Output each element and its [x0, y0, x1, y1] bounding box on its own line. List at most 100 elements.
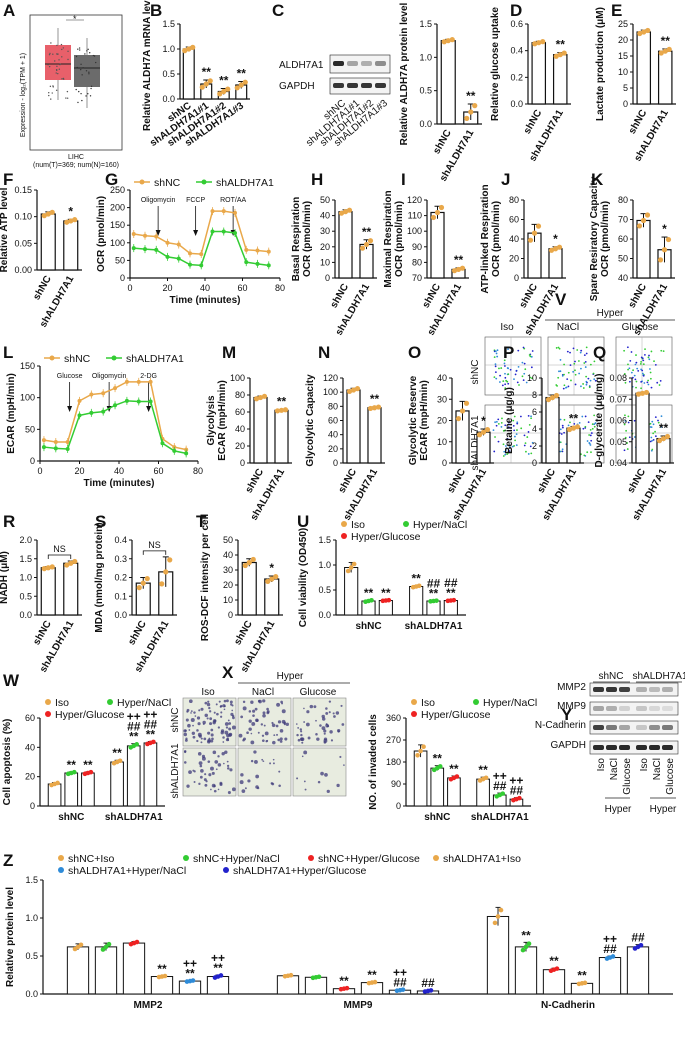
blot-y-lane-3: Glucose [622, 758, 633, 795]
invaded-cell [210, 739, 214, 743]
flow-event [657, 421, 660, 424]
invaded-cell [220, 704, 223, 708]
annotation-label: Glucose [57, 373, 83, 380]
data-point [644, 212, 651, 218]
data-point [338, 210, 345, 216]
boxplot-sig: * [73, 14, 77, 24]
flow-event [573, 362, 576, 365]
data-point [106, 941, 112, 947]
significance-label: ** [466, 89, 476, 103]
panel-letter-x: X [222, 663, 234, 682]
y-tick-label: 1.5 [25, 875, 38, 885]
invaded-cell [238, 733, 243, 738]
y-tick-label: 0.2 [510, 72, 523, 82]
flow-event [527, 414, 530, 417]
flow-event [507, 373, 510, 376]
invaded-cell [210, 728, 214, 732]
x-tick-label: 80 [275, 283, 285, 293]
significance-label: ** [213, 961, 223, 975]
invaded-cell [222, 736, 225, 739]
panel-letter-c: C [272, 1, 284, 20]
flow-event [653, 360, 655, 363]
boxplot-point [56, 53, 59, 55]
panel-letter-v: V [555, 290, 567, 309]
boxplot-point [67, 58, 69, 61]
panel-letter-p: P [503, 343, 514, 362]
invaded-cell [315, 719, 317, 722]
legend-label: shNC+Iso [68, 853, 115, 865]
invaded-cell [272, 762, 275, 765]
invaded-cell [275, 724, 279, 728]
significance-label: ** [112, 746, 122, 760]
blot-y-row [589, 720, 679, 735]
data-point [527, 237, 534, 243]
invaded-cell [328, 711, 331, 714]
y-tick-label: 80 [328, 401, 338, 411]
flow-event [501, 417, 503, 420]
bar [476, 778, 490, 807]
invaded-cell [226, 760, 229, 763]
data-point [151, 739, 156, 745]
flow-event [592, 372, 595, 375]
boxplot-point [85, 70, 88, 72]
data-point [101, 409, 106, 414]
significance-label: ## [144, 717, 158, 731]
bar [440, 40, 456, 125]
category-label: MMP2 [134, 1000, 163, 1011]
legend-marker [411, 711, 417, 717]
chart-o: O 0 10 20 30 40 Glycolytic ReserveECAR (mpH/mi… [408, 343, 494, 523]
data-point [557, 52, 563, 58]
data-point [242, 562, 248, 569]
significance-label: ** [521, 928, 531, 942]
invaded-cell [266, 739, 269, 742]
flow-event [506, 438, 509, 440]
invaded-cell [269, 762, 272, 765]
boxplot-group-label: LIHC [68, 154, 84, 161]
flow-event [580, 367, 582, 370]
flow-event [634, 363, 637, 366]
flow-event [626, 448, 629, 450]
data-point [354, 386, 361, 392]
y-tick-label: 0.0 [114, 610, 127, 620]
flow-event [624, 381, 627, 384]
y-tick-label: 0.0 [25, 989, 38, 999]
data-point [316, 974, 322, 980]
flow-event [581, 415, 584, 418]
boxplot-point [81, 74, 83, 76]
invaded-cell [343, 764, 345, 766]
flow-event [504, 383, 507, 386]
boxplot-point [66, 90, 69, 93]
flow-event [627, 363, 629, 366]
y-tick-label: 0.0 [162, 94, 175, 104]
invaded-cell [248, 727, 252, 731]
invaded-cell [263, 724, 266, 727]
invaded-cell [220, 711, 223, 714]
boxplot-point [55, 69, 58, 71]
invaded-cell [339, 755, 342, 759]
legend-marker [411, 699, 417, 705]
data-point [167, 557, 173, 563]
significance-label: * [269, 561, 274, 575]
data-point [636, 223, 643, 229]
panel-v: V Hyper Iso NaCl Glucose shNC shALDH7A1 [470, 290, 675, 471]
data-point [451, 268, 458, 274]
flow-event [580, 385, 582, 388]
invaded-cell [217, 788, 220, 791]
legend-label: Iso [55, 697, 69, 709]
boxplot-point [87, 92, 89, 95]
invaded-cell [301, 741, 304, 744]
invaded-cell [303, 750, 308, 755]
y-axis-label: ROS-DCF intensity per cell [200, 514, 211, 641]
bar [126, 745, 141, 807]
flow-event [515, 433, 518, 436]
invaded-cell [209, 722, 213, 726]
invaded-cell [285, 722, 289, 726]
blot-band [333, 83, 344, 88]
data-point [517, 795, 522, 801]
significance-label: ## [510, 784, 524, 798]
panel-letter-r: R [3, 512, 15, 531]
data-point [345, 568, 351, 574]
invaded-cell [187, 723, 191, 728]
invaded-cell [266, 707, 269, 711]
